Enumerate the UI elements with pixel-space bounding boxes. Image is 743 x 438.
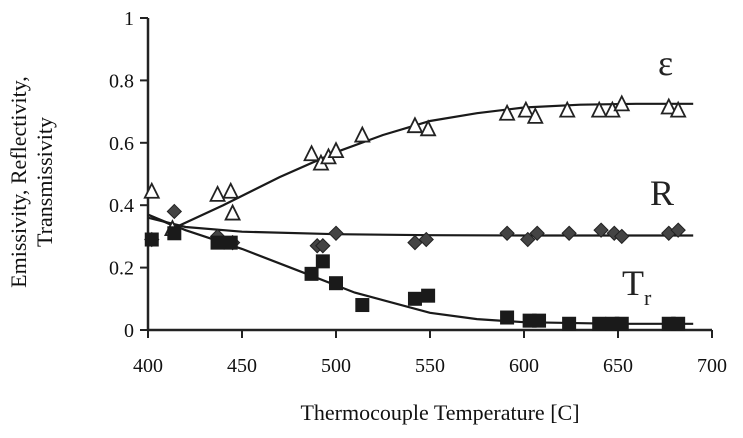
data-point — [498, 103, 516, 121]
data-point — [526, 106, 544, 124]
data-point — [660, 97, 678, 115]
data-point — [614, 316, 629, 331]
data-point — [210, 235, 225, 250]
series-label-subscript: r — [644, 285, 652, 310]
data-point — [421, 288, 436, 303]
series-label: ε — [658, 43, 673, 83]
data-point — [315, 254, 330, 269]
data-point — [223, 235, 238, 250]
data-point — [558, 100, 576, 118]
data-point — [353, 125, 371, 143]
data-point — [406, 116, 424, 134]
data-point — [562, 316, 577, 331]
y-axis-title: Emissivity, Reflectivity, — [6, 76, 31, 288]
data-point — [327, 141, 345, 159]
x-tick-label: 700 — [697, 355, 727, 377]
y-tick-label: 0.4 — [109, 195, 134, 217]
y-tick-label: 0 — [124, 320, 134, 342]
data-point — [224, 203, 242, 221]
data-point — [167, 226, 182, 241]
data-point — [613, 94, 631, 112]
data-point — [143, 181, 161, 199]
y-axis-title: Transmissivity — [32, 117, 57, 247]
data-point — [329, 276, 343, 291]
y-tick-label: 0.8 — [109, 70, 134, 92]
data-point — [520, 231, 536, 248]
fit-line — [147, 102, 694, 229]
data-point — [592, 316, 607, 331]
data-point — [303, 144, 321, 162]
x-axis-title: Thermocouple Temperature [C] — [300, 400, 579, 425]
data-point — [407, 234, 423, 251]
data-point — [222, 181, 240, 199]
y-tick-label: 0.6 — [109, 133, 134, 155]
x-tick-label: 600 — [509, 355, 539, 377]
data-point — [419, 119, 437, 137]
data-point — [561, 225, 577, 241]
data-point — [499, 225, 515, 241]
x-tick-label: 650 — [603, 355, 633, 377]
data-point — [328, 225, 344, 241]
y-tick-label: 1 — [124, 8, 134, 30]
data-point — [593, 222, 609, 238]
data-point — [144, 232, 159, 247]
x-tick-label: 400 — [133, 355, 163, 377]
data-point — [209, 184, 227, 202]
x-tick-label: 550 — [415, 355, 445, 377]
data-point — [355, 298, 370, 313]
data-point — [500, 310, 515, 325]
data-point — [517, 100, 535, 118]
data-point — [166, 203, 183, 220]
data-point — [407, 291, 422, 306]
series-label: Tr — [622, 263, 652, 310]
data-point — [590, 100, 608, 118]
data-point — [671, 316, 686, 331]
x-tick-label: 450 — [227, 355, 257, 377]
series-label: R — [650, 173, 674, 213]
data-point — [670, 222, 686, 238]
data-point — [529, 225, 545, 241]
data-point — [669, 100, 687, 118]
data-point — [418, 231, 434, 248]
data-point — [304, 266, 319, 281]
y-tick-label: 0.2 — [109, 258, 134, 280]
x-tick-label: 500 — [321, 355, 351, 377]
data-point — [315, 238, 331, 254]
data-point — [532, 313, 547, 328]
data-point — [614, 228, 630, 245]
